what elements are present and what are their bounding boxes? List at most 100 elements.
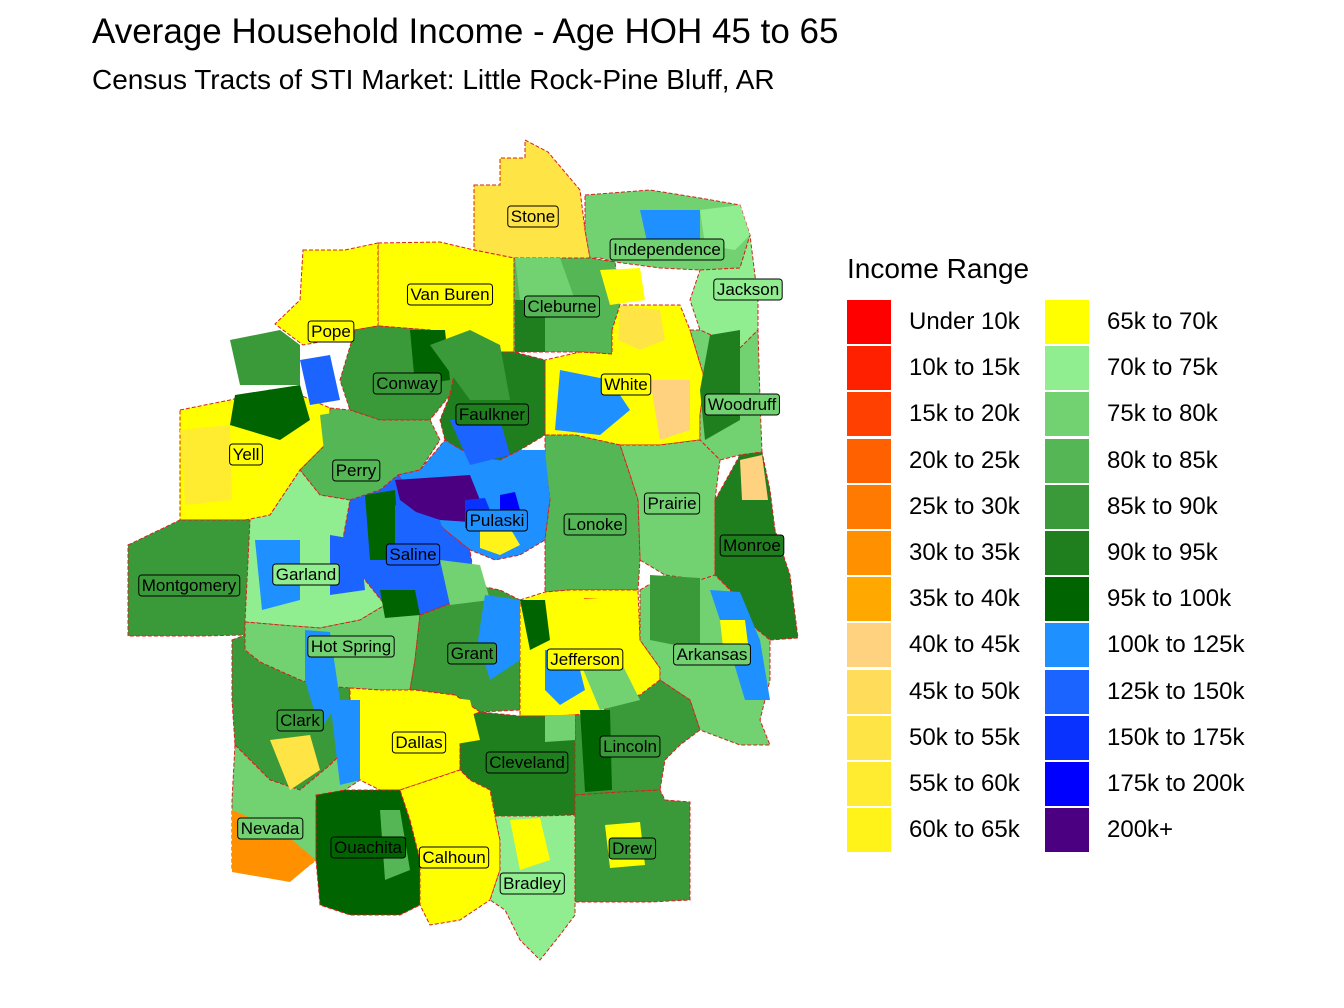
county-label-box — [704, 393, 780, 416]
legend-item: 200k+ — [1045, 808, 1275, 853]
county-label-box — [455, 403, 529, 426]
county-label-text: Calhoun — [422, 848, 485, 867]
legend-item: 20k to 25k — [847, 438, 1077, 483]
county-label-box — [600, 373, 652, 396]
county-label: Conway — [372, 372, 442, 395]
tract-patch — [230, 385, 310, 440]
county-label-text: Arkansas — [677, 645, 748, 664]
tract-patch — [180, 425, 232, 505]
county-label-box — [485, 751, 569, 774]
legend-item: 150k to 175k — [1045, 715, 1275, 760]
county-label: Cleveland — [485, 751, 569, 774]
county-label: Jefferson — [546, 648, 624, 671]
county-label: Grant — [447, 642, 498, 665]
county-label-text: Jefferson — [550, 650, 620, 669]
legend-swatch — [1045, 623, 1089, 668]
county-label-box — [307, 635, 395, 658]
county-label-box — [608, 837, 657, 860]
county-label-box — [499, 872, 565, 895]
legend-swatch — [847, 484, 891, 529]
county-label-box — [673, 643, 751, 666]
county-label: Independence — [609, 238, 725, 261]
legend-label: 20k to 25k — [909, 446, 1020, 474]
tract-patch — [740, 455, 768, 500]
county-label-text: Drew — [612, 839, 652, 858]
legend-swatch — [1045, 762, 1089, 806]
county-label-box — [406, 283, 494, 306]
legend-label: 90k to 95k — [1107, 539, 1218, 566]
county-label-box — [307, 320, 355, 343]
legend-swatch — [847, 300, 891, 344]
county-label-box — [418, 846, 490, 869]
county-label-text: Cleburne — [528, 297, 597, 316]
legend-item: 25k to 30k — [847, 484, 1077, 529]
legend-item: 50k to 55k — [847, 715, 1077, 760]
county-label: Van Buren — [406, 283, 494, 306]
county-label-box — [391, 731, 447, 754]
tract-patch — [515, 258, 575, 300]
legend-label: 85k to 90k — [1107, 492, 1218, 520]
county-label-box — [546, 648, 624, 671]
tract-patch — [600, 268, 645, 305]
legend-swatch — [847, 346, 891, 391]
county-label-text: Cleveland — [489, 753, 565, 772]
county-shapes — [127, 139, 799, 961]
legend-title: Income Range — [847, 253, 1030, 284]
county-label-box — [609, 238, 725, 261]
county-label-text: Pope — [311, 322, 351, 341]
county-label-text: Lincoln — [603, 737, 657, 756]
legend-swatch — [1045, 669, 1089, 714]
county-label: Dallas — [391, 731, 447, 754]
legend-label: 175k to 200k — [1107, 770, 1245, 797]
county-label: Arkansas — [673, 643, 751, 666]
legend-label: 40k to 45k — [909, 631, 1020, 659]
legend-label: 25k to 30k — [909, 492, 1020, 520]
county-labels: Stone Independence Van Buren Cleburne Jackso… — [138, 205, 785, 895]
county-label-box — [507, 205, 559, 228]
legend-item: 90k to 95k — [1045, 531, 1275, 575]
county-label-text: Monroe — [723, 536, 781, 555]
tract-patch — [550, 598, 625, 650]
legend-label: 45k to 50k — [909, 677, 1020, 705]
county-label-box — [332, 459, 381, 482]
tract-patch — [520, 600, 550, 650]
county-label: Yell — [229, 443, 263, 466]
legend-label: 80k to 85k — [1107, 446, 1218, 474]
county-label-text: Saline — [389, 545, 436, 564]
county-label-text: Van Buren — [410, 285, 489, 304]
county-label-box — [385, 543, 441, 566]
county-label-text: Hot Spring — [311, 637, 391, 656]
legend-swatch — [847, 438, 891, 483]
legend-swatch — [1045, 715, 1089, 760]
legend-item: 55k to 60k — [847, 762, 1077, 806]
legend-label: 35k to 40k — [909, 585, 1020, 613]
legend-swatch — [847, 669, 891, 714]
county-label-box — [237, 817, 304, 840]
tract-patch — [380, 590, 420, 618]
county-label: Bradley — [499, 872, 565, 895]
county-label-box — [372, 372, 442, 395]
county-label-text: Bradley — [503, 874, 561, 893]
legend-item: 125k to 150k — [1045, 669, 1275, 714]
county-label-box — [719, 534, 785, 557]
legend-item: 10k to 15k — [847, 346, 1077, 391]
legend-item: 15k to 20k — [847, 392, 1077, 437]
tract-patch — [365, 490, 400, 560]
tract-patch — [395, 475, 480, 522]
county-label: Clark — [276, 709, 324, 732]
legend-item: 35k to 40k — [847, 577, 1077, 622]
tract-patch — [450, 420, 510, 465]
legend-label: 95k to 100k — [1107, 585, 1232, 613]
county-label-text: Garland — [276, 565, 336, 584]
county-label-text: Nevada — [241, 819, 300, 838]
legend-item: 175k to 200k — [1045, 762, 1275, 806]
county-stone — [473, 139, 591, 259]
county-label: Pope — [307, 320, 355, 343]
county-label-text: Prairie — [647, 494, 696, 513]
county-label: Hot Spring — [307, 635, 395, 658]
legend-item: 80k to 85k — [1045, 438, 1275, 483]
county-label: Nevada — [237, 817, 304, 840]
legend-label: Under 10k — [909, 308, 1020, 335]
county-label: Calhoun — [418, 846, 490, 869]
